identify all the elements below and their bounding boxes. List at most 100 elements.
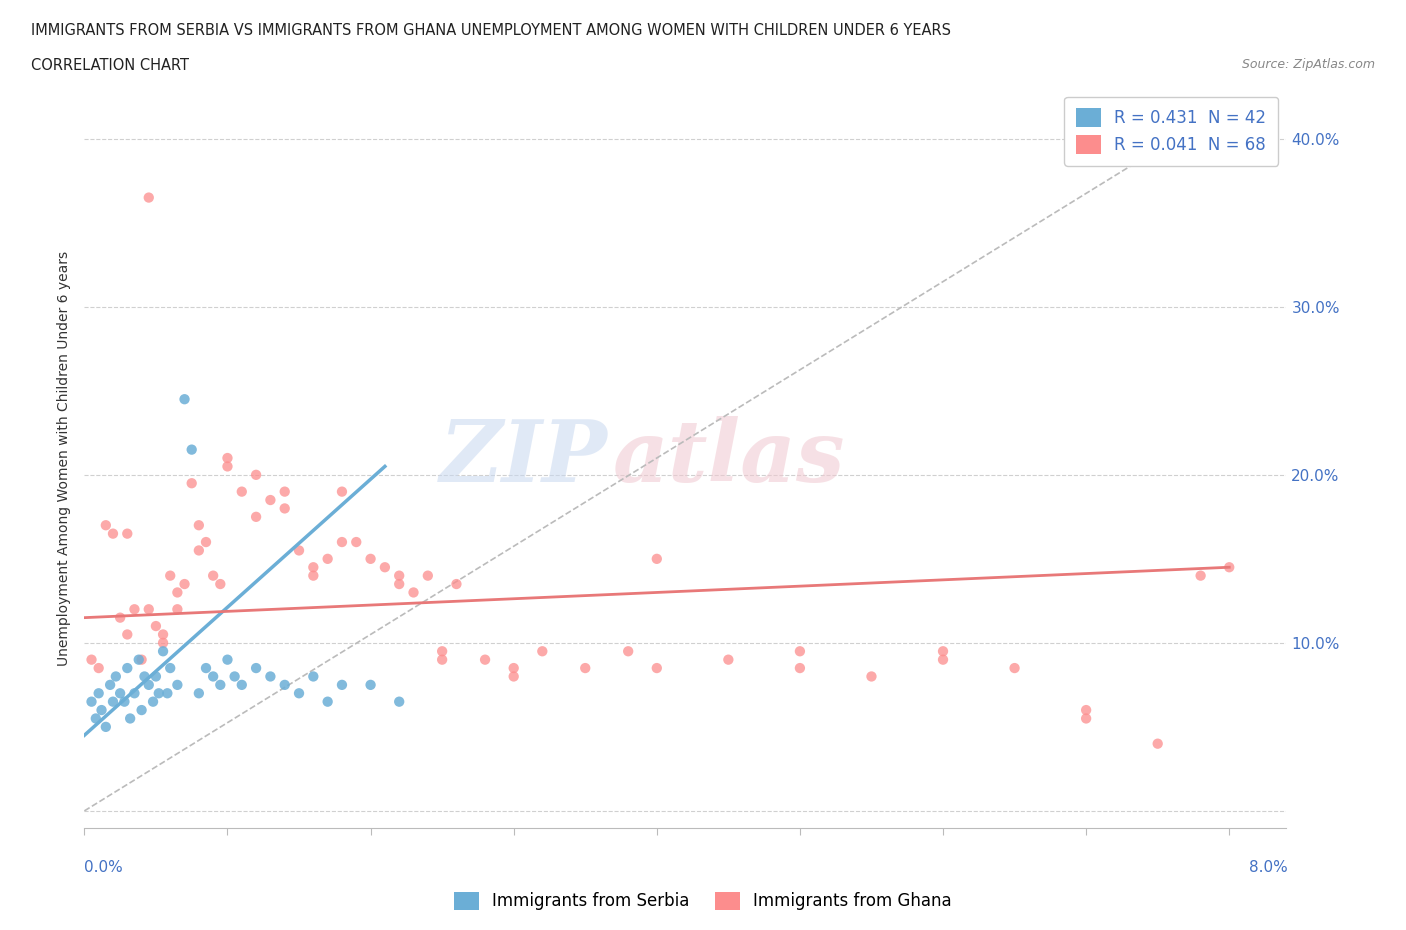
Point (388, 568, 411, 583)
Point (288, 543, 311, 558)
Point (388, 577, 411, 591)
Point (531, 644, 554, 658)
Point (330, 485, 353, 499)
Point (101, 526, 124, 541)
Point (231, 677, 253, 692)
Text: Source: ZipAtlas.com: Source: ZipAtlas.com (1241, 58, 1375, 71)
Point (94, 518, 117, 533)
Point (645, 660, 668, 675)
Point (1076, 711, 1098, 726)
Text: IMMIGRANTS FROM SERBIA VS IMMIGRANTS FROM GHANA UNEMPLOYMENT AMONG WOMEN WITH CH: IMMIGRANTS FROM SERBIA VS IMMIGRANTS FRO… (31, 23, 950, 38)
Point (80, 694, 103, 709)
Point (94, 720, 117, 735)
Point (209, 577, 232, 591)
Point (159, 568, 181, 583)
Point (117, 627, 139, 642)
Point (717, 652, 740, 667)
Point (156, 685, 179, 700)
Point (932, 652, 955, 667)
Point (84, 711, 107, 726)
Point (474, 652, 496, 667)
Point (117, 660, 139, 675)
Point (288, 685, 311, 700)
Point (173, 392, 195, 406)
Point (360, 551, 382, 566)
Point (195, 660, 218, 675)
Point (1146, 737, 1168, 751)
Point (202, 568, 225, 583)
Point (104, 669, 127, 684)
Point (152, 644, 174, 658)
Point (138, 190, 160, 205)
Point (87, 685, 110, 700)
Point (1076, 703, 1098, 718)
Point (120, 711, 142, 726)
Point (202, 669, 225, 684)
Point (259, 493, 281, 508)
Point (209, 677, 232, 692)
Point (932, 644, 955, 658)
Point (166, 602, 188, 617)
Point (145, 669, 167, 684)
Point (302, 568, 325, 583)
Point (159, 660, 181, 675)
Point (187, 543, 209, 558)
Y-axis label: Unemployment Among Women with Children Under 6 years: Unemployment Among Women with Children U… (58, 250, 72, 666)
Point (1189, 568, 1212, 583)
Text: atlas: atlas (613, 417, 846, 499)
Point (108, 610, 131, 625)
Point (259, 669, 281, 684)
Point (416, 568, 439, 583)
Point (245, 660, 267, 675)
Point (302, 669, 325, 684)
Point (145, 618, 167, 633)
Text: ZIP: ZIP (440, 417, 607, 499)
Text: 8.0%: 8.0% (1249, 860, 1288, 875)
Point (1218, 560, 1240, 575)
Point (138, 677, 160, 692)
Point (402, 585, 425, 600)
Point (224, 669, 246, 684)
Text: 0.0%: 0.0% (84, 860, 124, 875)
Point (245, 510, 267, 525)
Point (138, 602, 160, 617)
Point (789, 660, 811, 675)
Point (302, 560, 325, 575)
Point (108, 685, 131, 700)
Point (124, 602, 146, 617)
Point (124, 685, 146, 700)
Point (80, 652, 103, 667)
Point (166, 677, 188, 692)
Point (446, 577, 468, 591)
Point (148, 685, 170, 700)
Text: CORRELATION CHART: CORRELATION CHART (31, 58, 188, 73)
Point (142, 694, 165, 709)
Point (128, 652, 150, 667)
Point (101, 694, 124, 709)
Point (152, 635, 174, 650)
Point (789, 644, 811, 658)
Point (245, 468, 267, 483)
Point (217, 652, 239, 667)
Point (274, 485, 297, 499)
Point (131, 652, 153, 667)
Point (860, 669, 883, 684)
Point (430, 652, 453, 667)
Point (117, 526, 139, 541)
Legend: Immigrants from Serbia, Immigrants from Ghana: Immigrants from Serbia, Immigrants from … (447, 885, 959, 917)
Point (430, 644, 453, 658)
Point (114, 694, 135, 709)
Point (617, 644, 640, 658)
Point (152, 627, 174, 642)
Point (374, 560, 396, 575)
Point (274, 501, 297, 516)
Point (502, 669, 524, 684)
Point (330, 677, 353, 692)
Point (574, 660, 596, 675)
Point (388, 694, 411, 709)
Point (217, 450, 239, 465)
Point (173, 577, 195, 591)
Point (316, 551, 339, 566)
Point (180, 476, 202, 491)
Point (180, 442, 202, 457)
